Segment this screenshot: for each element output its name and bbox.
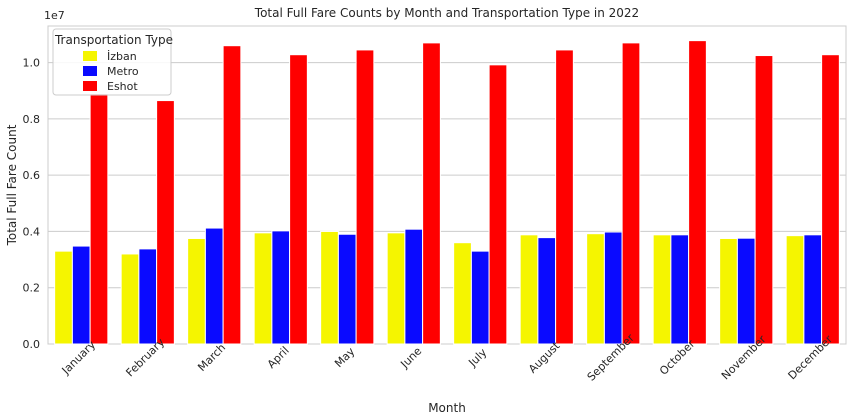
bar (537, 237, 557, 345)
y-tick-label: 1.0 (23, 57, 41, 70)
x-tick-label: April (265, 344, 292, 371)
y-tick-label: 0.6 (23, 169, 41, 182)
plot-area (47, 25, 847, 345)
bar (453, 242, 472, 345)
bar (54, 250, 73, 345)
bar (652, 234, 672, 345)
bar (754, 55, 774, 345)
x-tick-label: March (195, 341, 228, 374)
x-tick-label: July (465, 346, 489, 370)
bar (138, 248, 158, 345)
bar (204, 227, 224, 345)
legend-label: Metro (107, 65, 139, 78)
bar (488, 64, 508, 345)
bar (670, 234, 690, 345)
y-tick-label: 0.0 (23, 338, 41, 351)
bar (586, 233, 605, 345)
legend-swatch (83, 51, 97, 61)
bar (404, 228, 424, 345)
y-tick-label: 0.2 (23, 282, 41, 295)
bar (156, 100, 175, 345)
y-axis-label: Total Full Fare Count (5, 124, 19, 246)
bar (603, 231, 623, 345)
legend-swatch (83, 81, 97, 91)
legend-swatch (83, 66, 97, 76)
bar (71, 245, 91, 345)
x-tick-label: June (397, 344, 424, 371)
bars (54, 40, 840, 345)
bar (470, 250, 490, 345)
bar (320, 230, 339, 345)
bar (688, 40, 707, 345)
bar (222, 45, 242, 345)
x-axis-label: Month (428, 401, 466, 415)
bar (386, 232, 406, 345)
bar (187, 237, 206, 345)
bar (253, 232, 273, 345)
bar (785, 235, 805, 345)
y-tick-labels: 0.0 0.2 0.4 0.6 0.8 1.0 (23, 57, 41, 351)
bar (519, 234, 539, 345)
legend-label: Eshot (107, 80, 138, 93)
bar (337, 233, 357, 345)
bar (289, 54, 308, 345)
bar (555, 49, 574, 345)
x-tick-label: May (332, 345, 358, 371)
y-tick-label: 0.8 (23, 113, 41, 126)
legend: Transportation Type İzban Metro Eshot (52, 28, 173, 96)
bar (821, 54, 840, 345)
bar (422, 42, 441, 345)
gridlines (48, 62, 846, 345)
y-axis-offset-label: 1e7 (44, 9, 65, 22)
y-tick-label: 0.4 (23, 225, 41, 238)
bar (355, 49, 375, 345)
bar (719, 237, 738, 345)
bar (271, 230, 291, 345)
bar (120, 253, 140, 345)
legend-title: Transportation Type (54, 33, 173, 47)
chart-title: Total Full Fare Counts by Month and Tran… (254, 6, 639, 20)
legend-box (52, 28, 172, 96)
bar (89, 93, 109, 345)
legend-label: İzban (107, 50, 137, 63)
bar (736, 237, 756, 345)
bar (803, 234, 823, 345)
bar (621, 42, 641, 345)
